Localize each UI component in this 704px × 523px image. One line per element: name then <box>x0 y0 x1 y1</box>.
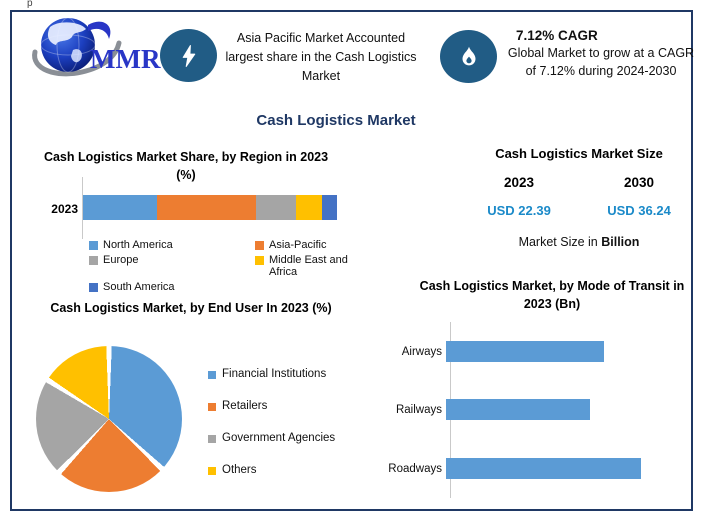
transit-row: Airways <box>350 341 690 362</box>
cagr-title: 7.12% CAGR <box>516 28 598 43</box>
market-size-year-2030: 2030 <box>623 175 655 190</box>
legend-swatch-icon <box>208 435 216 443</box>
legend-label: Asia-Pacific <box>269 239 327 251</box>
market-size-value-2023: USD 22.39 <box>487 203 551 218</box>
legend-swatch-icon <box>208 467 216 475</box>
legend-item: Retailers <box>208 400 335 432</box>
legend-item: Others <box>208 464 335 496</box>
legend-swatch-icon <box>208 403 216 411</box>
transit-row: Railways <box>350 399 690 420</box>
flame-icon <box>462 46 475 65</box>
transit-plot: Airways Railways Roadways <box>350 320 690 506</box>
end-user-chart-title: Cash Logistics Market, by End User In 20… <box>50 301 332 315</box>
market-size-value-2030: USD 36.24 <box>607 203 671 218</box>
market-size-years: 2023 2030 <box>459 175 699 190</box>
region-bar-segment <box>321 195 337 220</box>
legend-swatch-icon <box>89 256 98 265</box>
legend-item: Financial Institutions <box>208 368 335 400</box>
legend-label: Europe <box>103 254 139 266</box>
region-bar-segment <box>296 195 322 220</box>
market-size-note-prefix: Market Size in <box>518 235 602 249</box>
legend-swatch-icon <box>89 241 98 250</box>
region-axis-line <box>82 177 83 239</box>
cagr-text: Global Market to grow at a CAGR of 7.12%… <box>507 46 695 78</box>
legend-item: Middle East and Africa <box>255 254 367 278</box>
legend-item: Government Agencies <box>208 432 335 464</box>
region-bar-segment <box>156 195 256 220</box>
legend-label: South America <box>103 281 175 293</box>
mmr-logo: MMR <box>32 17 161 77</box>
lightning-badge <box>160 29 217 82</box>
legend-item: Europe <box>89 254 255 278</box>
logo-wordmark: MMR <box>90 44 161 74</box>
legend-swatch-icon <box>255 256 264 265</box>
market-size-note-unit: Billion <box>601 235 640 249</box>
highlight-text: Asia Pacific Market Accounted largest sh… <box>225 31 417 83</box>
legend-item: South America <box>89 281 255 293</box>
logo-swoosh <box>32 40 122 77</box>
transit-category-label: Railways <box>395 403 442 416</box>
flame-badge <box>440 30 497 83</box>
transit-bar <box>446 458 641 479</box>
legend-label: Financial Institutions <box>222 368 327 380</box>
region-chart-title: Cash Logistics Market Share, by Region i… <box>43 150 329 182</box>
end-user-pie <box>36 346 182 492</box>
cagr-block: 7.12% CAGR Global Market to grow at a CA… <box>502 28 700 80</box>
region-legend: North America Asia-Pacific Europe Middle Ea… <box>89 239 367 293</box>
legend-swatch-icon <box>255 241 264 250</box>
legend-item: North America <box>89 239 255 251</box>
legend-label: Government Agencies <box>222 432 336 444</box>
page-title: Cash Logistics Market <box>256 112 416 129</box>
lightning-icon <box>182 44 195 67</box>
logo-2-swoosh <box>88 21 111 39</box>
legend-label: Others <box>222 464 257 476</box>
legend-swatch-icon <box>89 283 98 292</box>
cropped-text-artifact: p <box>27 0 33 9</box>
transit-category-label: Roadways <box>388 462 442 475</box>
legend-label: Middle East and Africa <box>269 254 348 278</box>
legend-label: Retailers <box>222 400 268 412</box>
market-size-year-2023: 2023 <box>503 175 535 190</box>
transit-bar <box>446 399 590 420</box>
transit-row: Roadways <box>350 458 690 479</box>
logo-continent-north <box>47 22 86 45</box>
infographic-frame: MMR Asia Pacific Market Accounted larges… <box>10 10 694 511</box>
legend-item: Asia-Pacific <box>255 239 367 251</box>
transit-chart-title: Cash Logistics Market, by Mode of Transi… <box>419 279 685 311</box>
logo-continent-south <box>71 49 82 63</box>
market-size-title: Cash Logistics Market Size <box>495 146 663 161</box>
transit-category-label: Airways <box>401 345 442 358</box>
region-bar-segment <box>83 195 157 220</box>
region-axis-label: 2023 <box>51 202 78 216</box>
legend-label: North America <box>103 239 173 251</box>
market-size-panel: Cash Logistics Market Size 2023 2030 USD… <box>459 146 699 249</box>
region-bar <box>83 195 337 220</box>
end-user-legend: Financial Institutions Retailers Governmen… <box>208 368 335 496</box>
market-size-note: Market Size in Billion <box>459 235 699 249</box>
market-size-values: USD 22.39 USD 36.24 <box>459 203 699 218</box>
legend-swatch-icon <box>208 371 216 379</box>
transit-bar <box>446 341 604 362</box>
region-bar-segment <box>255 195 297 220</box>
